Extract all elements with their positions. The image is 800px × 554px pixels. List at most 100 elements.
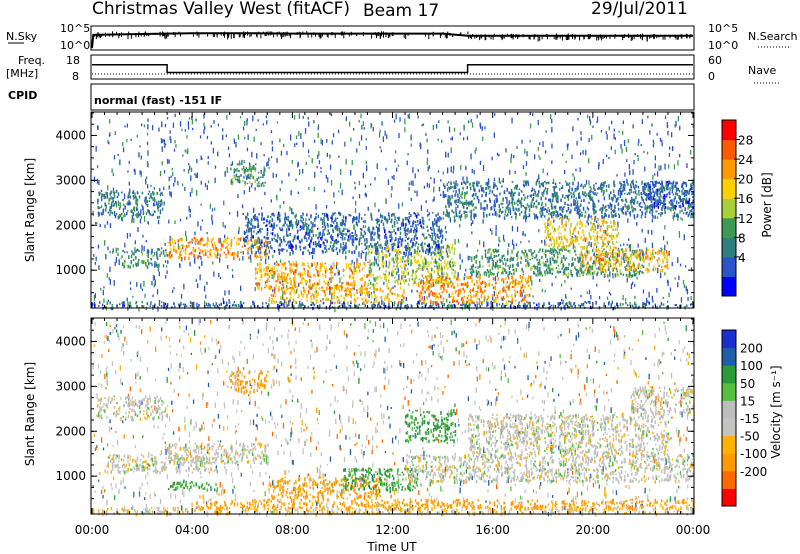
heatmap-cell: [403, 289, 405, 294]
heatmap-cell: [441, 284, 444, 288]
heatmap-cell: [250, 229, 253, 236]
heatmap-cell: [577, 230, 580, 235]
heatmap-cell: [283, 286, 285, 289]
heatmap-cell: [358, 251, 360, 258]
heatmap-cell: [679, 210, 681, 214]
heatmap-cell: [574, 266, 576, 270]
heatmap-cell: [117, 252, 119, 256]
heatmap-cell: [378, 238, 381, 241]
heatmap-cell: [616, 253, 619, 256]
heatmap-cell: [553, 248, 556, 251]
heatmap-cell: [177, 239, 179, 243]
heatmap-cell: [604, 274, 606, 278]
heatmap-cell: [421, 275, 423, 277]
heatmap-cell: [523, 286, 526, 289]
heatmap-cell: [422, 279, 424, 284]
heatmap-cell: [534, 266, 536, 269]
heatmap-cell: [130, 287, 132, 290]
heatmap-cell: [623, 253, 626, 257]
heatmap-cell: [585, 179, 588, 185]
heatmap-cell: [227, 248, 229, 252]
nsearch-tick-top: 10^5: [708, 22, 738, 35]
heatmap-cell: [598, 266, 600, 271]
heatmap-cell: [276, 121, 279, 124]
heatmap-cell: [428, 274, 430, 278]
heatmap-cell: [382, 265, 385, 269]
heatmap-cell: [405, 269, 407, 272]
heatmap-cell: [642, 272, 644, 274]
heatmap-cell: [683, 284, 686, 289]
heatmap-cell: [284, 279, 287, 283]
heatmap-cell: [420, 281, 422, 285]
heatmap-cell: [300, 291, 303, 295]
heatmap-cell: [184, 251, 187, 256]
heatmap-cell: [418, 300, 420, 305]
heatmap-cell: [105, 208, 107, 212]
heatmap-cell: [649, 130, 651, 135]
heatmap-cell: [440, 253, 442, 257]
heatmap-cell: [237, 230, 240, 235]
heatmap-cell: [416, 290, 418, 293]
noise-spike: [362, 32, 364, 37]
heatmap-cell: [350, 269, 353, 273]
heatmap-cell: [298, 240, 301, 244]
heatmap-cell: [408, 257, 410, 261]
heatmap-cell: [476, 297, 478, 300]
heatmap-cell: [428, 165, 430, 169]
heatmap-cell: [322, 302, 325, 305]
noise-spike: [214, 34, 216, 37]
heatmap-cell: [577, 117, 579, 121]
heatmap-cell: [502, 296, 505, 300]
heatmap-cell: [415, 270, 417, 273]
heatmap-cell: [579, 227, 581, 230]
heatmap-cell: [649, 257, 651, 261]
heatmap-cell: [306, 279, 308, 284]
heatmap-cell: [222, 221, 224, 228]
noise-spike: [468, 35, 470, 39]
heatmap-cell: [551, 272, 553, 275]
heatmap-cell: [572, 237, 574, 239]
noise-spike: [268, 33, 270, 36]
heatmap-cell: [607, 259, 609, 262]
heatmap-cell: [136, 198, 139, 201]
heatmap-cell: [467, 284, 470, 288]
heatmap-cell: [365, 251, 367, 256]
heatmap-cell: [596, 237, 598, 241]
heatmap-cell: [344, 141, 346, 147]
noise-spike: [167, 32, 169, 37]
noise-spike: [472, 33, 474, 37]
heatmap-cell: [586, 220, 588, 224]
heatmap-cell: [289, 298, 291, 303]
heatmap-cell: [639, 270, 641, 273]
heatmap-cell: [435, 292, 438, 296]
heatmap-cell: [326, 139, 328, 143]
heatmap-cell: [616, 302, 618, 307]
heatmap-cell: [345, 290, 347, 293]
heatmap-cell: [638, 255, 640, 259]
heatmap-cell: [138, 152, 140, 158]
heatmap-cell: [229, 212, 231, 215]
heatmap-cell: [339, 277, 341, 283]
heatmap-cell: [101, 212, 104, 216]
heatmap-cell: [140, 170, 142, 177]
heatmap-cell: [545, 202, 547, 207]
heatmap-cell: [332, 244, 334, 249]
heatmap-cell: [482, 136, 484, 141]
noise-spike: [583, 35, 585, 40]
heatmap-cell: [400, 302, 402, 306]
heatmap-cell: [453, 127, 456, 132]
heatmap-cell: [440, 179, 442, 182]
heatmap-cell: [153, 210, 156, 214]
heatmap-cell: [279, 269, 281, 272]
heatmap-cell: [294, 263, 296, 267]
heatmap-cell: [521, 279, 523, 283]
heatmap-cell: [180, 238, 183, 241]
heatmap-cell: [370, 183, 372, 186]
heatmap-cell: [622, 120, 624, 125]
heatmap-cell: [280, 238, 282, 243]
heatmap-cell: [601, 243, 604, 246]
heatmap-cell: [274, 263, 277, 266]
heatmap-cell: [524, 302, 526, 307]
heatmap-cell: [592, 224, 594, 227]
heatmap-cell: [511, 117, 513, 124]
